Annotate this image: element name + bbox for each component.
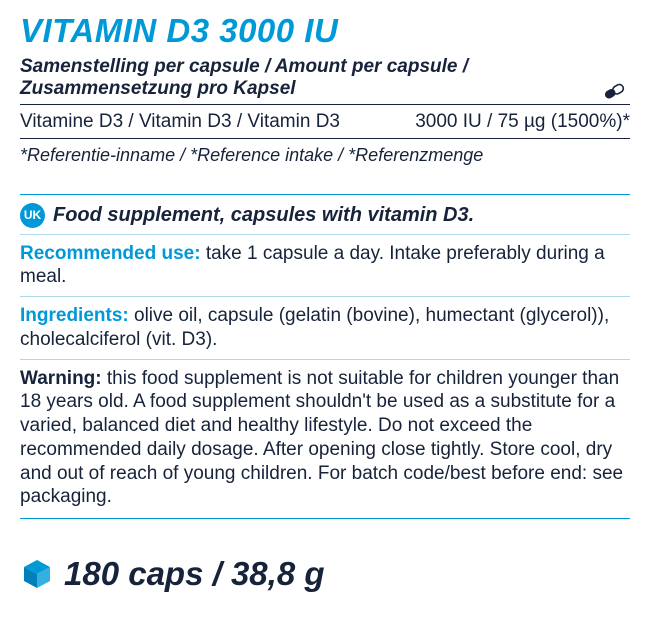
bottom-row: 180 caps / 38,8 g bbox=[20, 555, 630, 593]
uk-badge-icon: UK bbox=[20, 203, 45, 228]
capsule-icon bbox=[600, 82, 630, 100]
warning-label: Warning: bbox=[20, 368, 102, 389]
description-row: UK Food supplement, capsules with vitami… bbox=[20, 195, 630, 232]
divider bbox=[20, 359, 630, 360]
subtitle-row: Samenstelling per capsule / Amount per c… bbox=[20, 56, 630, 105]
nutrient-amount: 3000 IU / 75 µg (1500%)* bbox=[415, 111, 630, 133]
nutrient-row: Vitamine D3 / Vitamin D3 / Vitamin D3 30… bbox=[20, 105, 630, 139]
warning-text: this food supplement is not suitable for… bbox=[20, 368, 623, 508]
description-text: Food supplement, capsules with vitamin D… bbox=[53, 204, 474, 227]
recommended-label: Recommended use: bbox=[20, 243, 201, 264]
divider bbox=[20, 296, 630, 297]
recommended-use: Recommended use: take 1 capsule a day. I… bbox=[20, 237, 630, 295]
warning: Warning: this food supplement is not sui… bbox=[20, 362, 630, 515]
divider bbox=[20, 234, 630, 235]
nutrient-name: Vitamine D3 / Vitamin D3 / Vitamin D3 bbox=[20, 111, 340, 133]
ingredients-label: Ingredients: bbox=[20, 305, 129, 326]
footnote: *Referentie-inname / *Reference intake /… bbox=[20, 139, 630, 166]
ingredients: Ingredients: olive oil, capsule (gelatin… bbox=[20, 299, 630, 357]
product-title: VITAMIN D3 3000 IU bbox=[20, 12, 630, 50]
bottom-divider bbox=[20, 518, 630, 519]
subtitle-text: Samenstelling per capsule / Amount per c… bbox=[20, 56, 600, 100]
bottom-text: 180 caps / 38,8 g bbox=[64, 555, 325, 593]
cube-icon bbox=[20, 557, 54, 591]
